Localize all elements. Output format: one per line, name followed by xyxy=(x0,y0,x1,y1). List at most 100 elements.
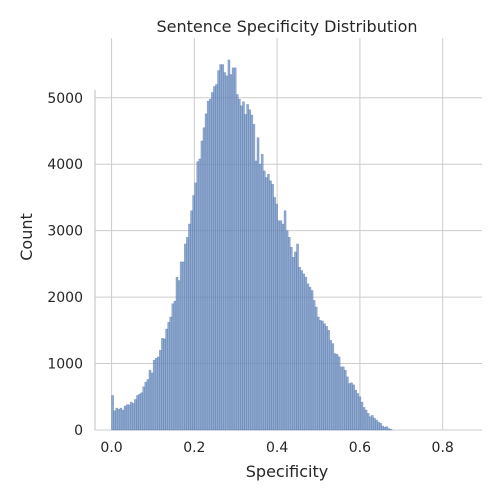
histogram-bar xyxy=(314,306,318,431)
histogram-bar xyxy=(196,161,200,431)
x-axis-label: Specificity xyxy=(246,462,328,481)
histogram-bar xyxy=(188,223,191,431)
histogram-bar xyxy=(269,180,272,431)
histogram-bar xyxy=(337,356,341,431)
histogram-bar xyxy=(119,407,123,431)
histogram-bar xyxy=(225,75,229,431)
histogram-bar xyxy=(127,404,131,431)
histogram-bar xyxy=(339,366,343,431)
histogram-bar xyxy=(289,247,293,431)
histogram-bar xyxy=(202,127,206,431)
histogram-bar xyxy=(260,154,264,431)
histogram-bar xyxy=(211,92,214,431)
histogram-bar xyxy=(221,64,225,431)
histogram-bar xyxy=(321,320,324,431)
histogram-bar xyxy=(138,393,141,431)
histogram-bar xyxy=(250,114,254,431)
histogram-bar xyxy=(373,417,376,431)
histogram-bar xyxy=(154,357,158,431)
histogram-bar xyxy=(304,276,308,431)
histogram-bar xyxy=(306,283,310,431)
histogram-bar xyxy=(165,328,168,431)
histogram-bar xyxy=(341,366,345,431)
y-tick-label: 1000 xyxy=(47,357,83,373)
histogram-bar xyxy=(389,429,393,431)
histogram-bar xyxy=(204,113,208,431)
histogram-bar xyxy=(215,84,218,431)
histogram-bar xyxy=(381,425,384,431)
histogram-bar xyxy=(385,426,389,431)
histogram-bar xyxy=(125,404,129,431)
histogram-bar xyxy=(335,354,339,431)
histogram-bar xyxy=(323,323,326,431)
x-tick-label: 0.6 xyxy=(349,440,371,456)
histogram-bar xyxy=(208,98,212,431)
histogram-bar xyxy=(159,350,162,431)
histogram-bar xyxy=(283,210,287,431)
histogram-bar xyxy=(163,338,166,431)
histogram-bar xyxy=(248,109,252,431)
x-tick-labels: 0.0 0.2 0.4 0.6 0.8 xyxy=(100,440,453,456)
y-tick-labels: 0 1000 2000 3000 4000 5000 xyxy=(47,91,83,439)
histogram-bar xyxy=(346,376,349,431)
histogram-bar xyxy=(383,427,387,431)
histogram-bar xyxy=(144,381,148,431)
histogram-bar xyxy=(123,405,127,431)
histogram-bar xyxy=(258,163,262,431)
histogram-bar xyxy=(285,230,289,431)
histogram-bar xyxy=(242,101,245,431)
histogram-bar xyxy=(173,300,177,431)
histogram-bar xyxy=(152,359,156,431)
histogram-bar xyxy=(331,343,335,431)
histogram-bar xyxy=(366,413,370,431)
y-tick-label: 3000 xyxy=(47,224,83,240)
histogram-bar xyxy=(375,419,378,431)
histogram-bar xyxy=(252,124,256,431)
histogram-bar xyxy=(134,399,137,431)
histogram-bar xyxy=(254,160,258,431)
histogram-bar xyxy=(111,395,114,431)
histogram-bar xyxy=(344,369,347,431)
histogram-bar xyxy=(312,300,316,431)
histogram-bar xyxy=(117,409,121,431)
histogram-bar xyxy=(198,158,202,431)
histogram-bar xyxy=(296,243,299,431)
histogram-bar xyxy=(175,276,179,431)
histogram-bar xyxy=(213,86,216,431)
histogram-bar xyxy=(271,183,274,431)
histogram-bar xyxy=(265,177,268,431)
y-tick-label: 0 xyxy=(74,423,83,439)
histogram-bar xyxy=(277,220,281,431)
y-tick-label: 4000 xyxy=(47,157,83,173)
histogram-bar xyxy=(157,356,160,431)
x-tick-label: 0.0 xyxy=(100,440,122,456)
histogram-bar xyxy=(298,266,301,431)
histogram-bar xyxy=(350,382,353,431)
histogram-bar xyxy=(136,395,139,431)
histogram-bar xyxy=(354,389,357,431)
x-tick-label: 0.2 xyxy=(183,440,205,456)
histogram-bar xyxy=(279,220,283,431)
histogram-bar xyxy=(319,320,322,431)
x-tick-label: 0.4 xyxy=(266,440,288,456)
histogram-bar xyxy=(348,383,351,431)
histogram-bar xyxy=(240,105,243,431)
histogram-bar xyxy=(113,410,116,431)
histogram-bar xyxy=(171,303,175,431)
histogram-bar xyxy=(281,223,285,431)
histogram-bar xyxy=(300,270,303,431)
histogram-bar xyxy=(130,401,133,431)
histogram-bar xyxy=(360,401,364,431)
histogram-bar xyxy=(235,94,239,431)
histogram-bar xyxy=(121,409,125,431)
histogram-bar xyxy=(179,261,183,431)
histogram-bar xyxy=(310,290,314,431)
histogram-bar xyxy=(256,137,260,431)
histogram-bar xyxy=(238,98,241,431)
histogram-bar xyxy=(364,409,368,431)
histogram-bar xyxy=(327,330,330,431)
histogram-bar xyxy=(325,326,328,431)
histogram-bar xyxy=(352,384,355,431)
histogram-bar xyxy=(194,182,197,431)
histogram-bar xyxy=(217,70,220,431)
